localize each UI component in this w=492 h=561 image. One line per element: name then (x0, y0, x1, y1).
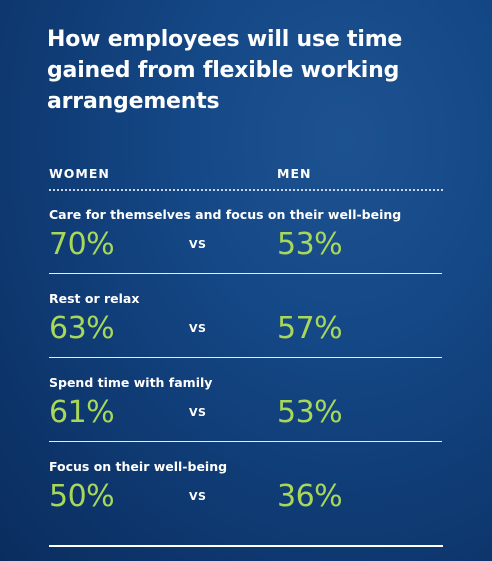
row-divider (49, 357, 442, 358)
men-percent: 53% (277, 227, 343, 262)
header-divider (49, 189, 443, 191)
comparison-row: Rest or relax 63% VS 57% (49, 291, 442, 375)
women-percent: 61% (49, 395, 115, 430)
men-percent: 57% (277, 311, 343, 346)
vs-label: VS (189, 322, 207, 335)
women-percent: 50% (49, 479, 115, 514)
men-percent: 36% (277, 479, 343, 514)
row-label: Spend time with family (49, 375, 213, 390)
women-percent: 63% (49, 311, 115, 346)
bottom-rule (49, 545, 443, 547)
chart-title: How employees will use time gained from … (47, 27, 403, 114)
vs-label: VS (189, 490, 207, 503)
comparison-row: Spend time with family 61% VS 53% (49, 375, 442, 459)
row-label: Care for themselves and focus on their w… (49, 207, 402, 222)
comparison-row: Care for themselves and focus on their w… (49, 207, 442, 291)
row-label: Rest or relax (49, 291, 140, 306)
men-percent: 53% (277, 395, 343, 430)
row-divider (49, 273, 442, 274)
column-header-women: WOMEN (49, 166, 110, 181)
column-header-men: MEN (277, 166, 312, 181)
vs-label: VS (189, 406, 207, 419)
women-percent: 70% (49, 227, 115, 262)
comparison-row: Focus on their well-being 50% VS 36% (49, 459, 442, 543)
row-divider (49, 441, 442, 442)
vs-label: VS (189, 238, 207, 251)
row-label: Focus on their well-being (49, 459, 228, 474)
